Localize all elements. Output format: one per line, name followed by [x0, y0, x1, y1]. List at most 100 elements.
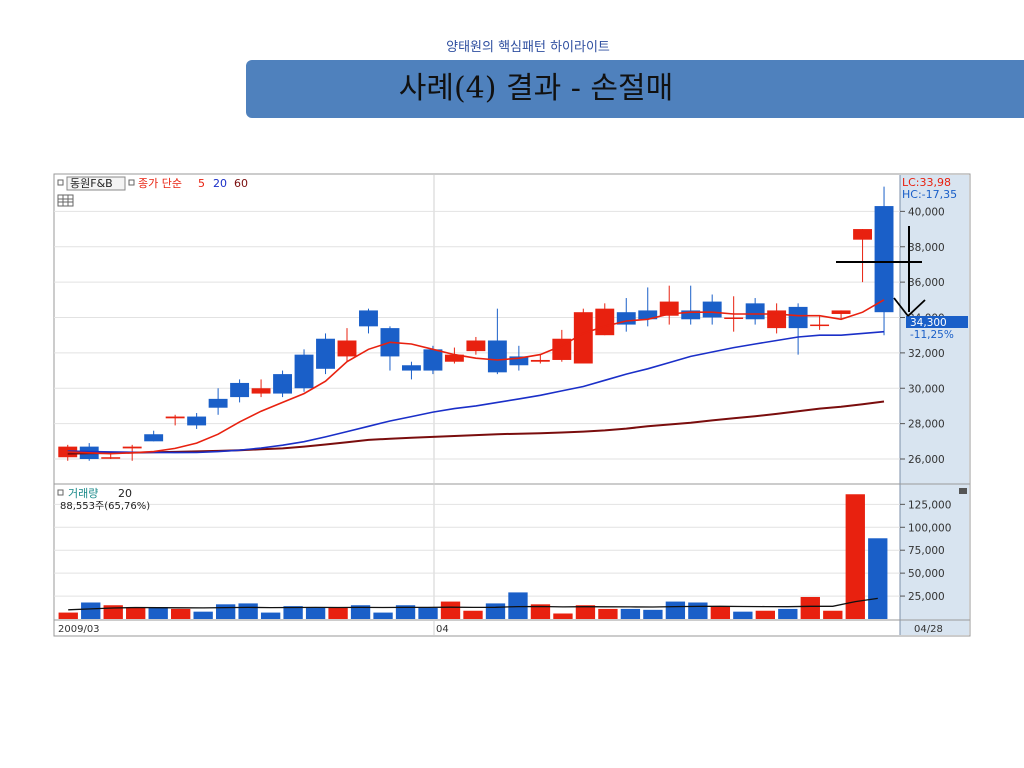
current-change: -11,25% [910, 329, 954, 341]
candle-body [595, 308, 615, 336]
candle-body [788, 306, 808, 329]
candle-body [144, 434, 164, 442]
legend-bullet-icon [57, 489, 64, 496]
volume-axis: 25,000 50,000 75,000 100,000 125,000 [900, 499, 951, 603]
candle-body [874, 206, 894, 313]
volume-bar [238, 603, 258, 619]
price-tick-label: 38,000 [908, 242, 945, 254]
moving-averages [67, 299, 885, 455]
candle-body [724, 317, 744, 320]
candle-body [316, 338, 335, 369]
volume-bar [778, 608, 798, 619]
volume-bar [305, 607, 326, 619]
volume-bar [710, 606, 731, 619]
volume-period: 20 [118, 487, 132, 500]
volume-bar [868, 538, 888, 619]
volume-bar [126, 607, 146, 619]
volume-bar [81, 602, 101, 619]
ma5-line [67, 299, 885, 455]
candle-body [638, 310, 658, 320]
price-tick-label: 28,000 [908, 419, 945, 431]
candle-body [767, 310, 787, 329]
candle-body [530, 359, 550, 362]
ma5-label: 5 [198, 177, 205, 190]
collapse-icon[interactable] [959, 488, 967, 494]
candle-body [230, 382, 250, 398]
candle-body [101, 457, 121, 459]
hc-label: HC:-17,35 [902, 188, 957, 201]
volume-bar [688, 602, 708, 619]
candle-body [165, 416, 185, 419]
candle-body [359, 310, 378, 327]
legend-bullet-icon [57, 179, 64, 186]
legend-bullet-icon [128, 179, 135, 186]
current-price-box [906, 316, 968, 328]
candle-body [831, 310, 851, 314]
title-banner [246, 60, 1024, 118]
price-tick-label: 30,000 [908, 383, 945, 395]
volume-bar [440, 601, 461, 619]
volume-bar [665, 601, 686, 619]
grid-toggle-icon[interactable] [57, 194, 74, 207]
price-tick-label: 40,000 [908, 206, 945, 218]
candle-body [573, 312, 593, 364]
volume-legend: 거래량 20 88,553주(65,76%) [57, 487, 967, 512]
volume-bar [58, 612, 78, 619]
volume-bar [283, 606, 303, 619]
volume-bar [823, 610, 843, 619]
candle-body [466, 340, 486, 352]
stock-name: 동원F&B [70, 177, 113, 190]
ma-label: 종가 단순 [138, 177, 182, 190]
volume-bars [58, 494, 888, 619]
date-start: 2009/03 [58, 624, 100, 635]
stock-name-box[interactable] [66, 176, 126, 191]
candle-body [444, 354, 464, 362]
volume-bar [193, 611, 213, 619]
candle-body [552, 338, 572, 360]
candle-body [810, 324, 830, 327]
candle-body [251, 388, 271, 394]
volume-bar [171, 608, 191, 619]
volume-bar [643, 609, 663, 619]
volume-tick-label: 50,000 [908, 568, 945, 580]
candle-body [702, 301, 722, 318]
date-mid: 04 [436, 624, 449, 635]
slide-subtitle: 양태원의 핵심패턴 하이라이트 [446, 40, 610, 55]
volume-bar [733, 611, 753, 619]
candle-body [659, 301, 679, 316]
annotation-arrow-left [893, 297, 909, 317]
price-grid [54, 210, 900, 460]
ma20-line [67, 330, 885, 454]
candle-body [853, 229, 873, 240]
candle-body [187, 416, 207, 426]
volume-tick-label: 100,000 [908, 522, 951, 534]
candle-body [208, 398, 228, 408]
candle-body [122, 446, 142, 449]
price-tick-label: 32,000 [908, 348, 945, 360]
price-tick-label: 26,000 [908, 454, 945, 466]
slide-title: 사례(4) 결과 - 손절매 [398, 71, 674, 106]
candle-body [487, 340, 507, 373]
volume-grid [54, 503, 900, 597]
candle-body [337, 340, 357, 357]
volume-bar [260, 612, 281, 619]
volume-ma-line [68, 597, 878, 611]
volume-bar [148, 607, 168, 619]
candle-body [294, 354, 314, 389]
volume-bar [485, 603, 506, 619]
lc-label: LC:33,98 [902, 176, 951, 189]
chart-frame [53, 173, 971, 637]
ma60-line [67, 400, 885, 455]
ma20-label: 20 [213, 177, 227, 190]
volume-bar [620, 608, 641, 619]
volume-bar [395, 605, 416, 619]
volume-tick-label: 75,000 [908, 545, 945, 557]
volume-label: 거래량 [68, 487, 98, 500]
candle-body [401, 365, 421, 371]
volume-bar [418, 607, 438, 619]
price-tick-label: 36,000 [908, 277, 945, 289]
stop-loss-annotation [836, 226, 926, 317]
candle-body [509, 356, 529, 366]
volume-bar [328, 607, 348, 619]
